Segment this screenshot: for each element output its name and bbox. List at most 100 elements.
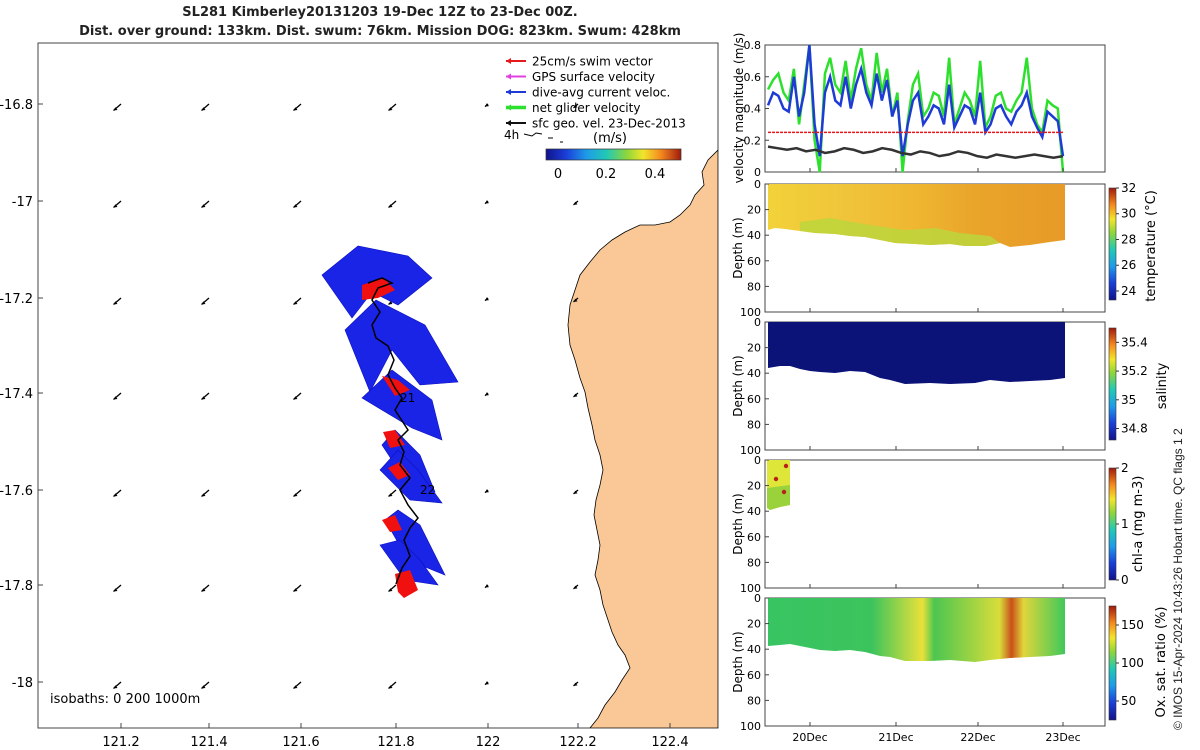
depth-tick-label: 40 xyxy=(747,643,761,656)
chla-colorbar-label: chl-a (mg m-3) xyxy=(1131,476,1146,573)
surface-velocity-arrow xyxy=(293,297,302,305)
surface-velocity-arrow xyxy=(388,681,397,689)
map-colorbar-ticks: 0 0.2 0.4 xyxy=(554,167,665,182)
surface-velocity-arrow xyxy=(293,489,302,497)
velocity-series xyxy=(766,44,1065,173)
depth-tick-label: 80 xyxy=(747,418,761,431)
surface-velocity-arrow xyxy=(484,392,489,397)
depth-tick-label: 0 xyxy=(754,454,761,467)
chla-axes-box xyxy=(764,459,1106,589)
velocity-y-tick-label: 0 xyxy=(754,166,761,179)
map-y-tick-label: -17 xyxy=(12,195,33,210)
surface-velocity-arrow xyxy=(201,297,210,305)
oxygen-colorbar xyxy=(1108,605,1117,721)
velocity-series-line xyxy=(766,44,1065,157)
surface-velocity-arrow xyxy=(573,200,579,206)
map-y-tick-label: -18 xyxy=(12,676,33,691)
time-x-tick-label: 21Dec xyxy=(878,731,913,744)
depth-tick-label: 100 xyxy=(740,582,761,595)
depth-tick-label: 60 xyxy=(747,393,761,406)
surface-velocity-arrow xyxy=(484,681,489,686)
legend-swatch-head xyxy=(506,73,511,80)
swim-vector-patch xyxy=(362,278,395,300)
surface-velocity-arrow xyxy=(388,584,397,592)
legend-swatch-head xyxy=(506,89,511,95)
colorbar-tick-label: 150 xyxy=(1121,618,1144,632)
velocity-series xyxy=(766,44,1065,157)
map-y-tick-label: -17.6 xyxy=(0,484,33,499)
swim-vector-patch xyxy=(388,462,410,480)
depth-tick-label: 20 xyxy=(747,204,761,217)
surface-velocity-arrow xyxy=(201,103,210,111)
surface-velocity-arrow xyxy=(573,584,579,590)
colorbar-tick-label: 35.4 xyxy=(1121,335,1148,349)
chla-point xyxy=(773,476,779,482)
chla-panel: 0 20 40 60 80 100 Depth (m) 0 1 2 chl-a (mg m-3… xyxy=(731,454,1146,595)
credit-text: © IMOS 15-Apr-2024 10:43:26 Hobart time.… xyxy=(1171,428,1185,730)
map-colorbar-tick-label: 0.4 xyxy=(645,167,666,182)
chla-point xyxy=(781,489,787,495)
velocity-panel: 0 0.2 0.4 0.6 0.8 velocity magnitude (m/s) xyxy=(732,33,1106,183)
colorbar-tick-label: 0 xyxy=(1121,573,1129,587)
surface-velocity-arrow xyxy=(201,200,210,208)
chla-ylabel: Depth (m) xyxy=(731,493,745,554)
surface-velocity-arrow xyxy=(484,297,489,302)
legend-label: dive-avg current veloc. xyxy=(532,86,670,100)
depth-tick-label: 100 xyxy=(740,720,761,733)
map-colorbar-tick-label: 0.2 xyxy=(596,167,617,182)
depth-tick-label: 100 xyxy=(740,444,761,457)
colorbar-tick-label: 1 xyxy=(1121,517,1129,531)
surface-velocity-arrow xyxy=(573,297,579,303)
isobaths-label: isobaths: 0 200 1000m xyxy=(50,692,200,707)
map-y-tick-label: -17.4 xyxy=(0,387,33,402)
temperature-colorbar-label: temperature (°C) xyxy=(1144,190,1159,302)
track-label-21: 21 xyxy=(400,391,415,405)
time-x-tick-label: 22Dec xyxy=(960,731,995,744)
current-vector-swath xyxy=(379,449,443,504)
depth-tick-label: 60 xyxy=(747,669,761,682)
map-x-tick-label: 121.2 xyxy=(102,735,139,750)
salinity-colorbar-label: salinity xyxy=(1155,362,1170,409)
surface-velocity-arrow xyxy=(484,103,489,108)
legend-swatch-head xyxy=(506,58,511,64)
salinity-ylabel: Depth (m) xyxy=(731,355,745,416)
temperature-colorbar xyxy=(1108,187,1117,301)
surface-velocity-arrow xyxy=(113,392,122,400)
swim-vector-patch xyxy=(382,515,402,532)
velocity-series-line xyxy=(766,44,1065,173)
legend-swatch-head xyxy=(506,104,511,111)
velocity-y-tick-label: 0.2 xyxy=(744,134,762,147)
surface-velocity-arrow xyxy=(388,103,397,111)
surface-velocity-arrow xyxy=(113,297,122,305)
salinity-field xyxy=(768,322,1065,384)
time-marker-glyph xyxy=(523,132,563,143)
figure-title-line-2: Dist. over ground: 133km. Dist. swum: 76… xyxy=(79,24,681,39)
map-x-tick-label: 121.4 xyxy=(190,735,227,750)
map-y-axis: -16.8 -17 -17.2 -17.4 -17.6 -17.8 -18 xyxy=(0,98,43,691)
swim-vector-patch xyxy=(382,376,410,396)
time-marker-label: 4h xyxy=(504,128,519,142)
surface-velocity-arrow xyxy=(388,489,397,497)
depth-tick-label: 0 xyxy=(754,178,761,191)
surface-velocity-arrow xyxy=(201,681,210,689)
surface-velocity-arrow xyxy=(573,489,579,495)
figure-title-line-1: SL281 Kimberley20131203 19-Dec 12Z to 23… xyxy=(182,5,578,20)
surface-velocity-arrow xyxy=(201,489,210,497)
map-y-tick-label: -17.2 xyxy=(0,292,33,307)
colorbar-tick-label: 100 xyxy=(1121,656,1144,670)
surface-velocity-arrow xyxy=(484,489,489,494)
surface-velocity-arrow xyxy=(293,584,302,592)
depth-tick-label: 20 xyxy=(747,342,761,355)
surface-velocity-arrow xyxy=(201,584,210,592)
colorbar-tick-label: 34.8 xyxy=(1121,422,1148,436)
swim-vector-patch xyxy=(395,570,418,598)
surface-velocity-arrow xyxy=(293,392,302,400)
temperature-ylabel: Depth (m) xyxy=(731,217,745,278)
surface-velocity-arrow xyxy=(484,200,489,205)
map-colorbar-label: (m/s) xyxy=(593,131,627,146)
salinity-panel: 0 20 40 60 80 100 Depth (m) 34.8 35 35.2 35.4 sa… xyxy=(731,316,1170,457)
oxygen-colorbar-label: Ox. sat. ratio (%) xyxy=(1154,607,1169,718)
surface-velocity-arrow xyxy=(113,584,122,592)
depth-tick-label: 20 xyxy=(747,480,761,493)
